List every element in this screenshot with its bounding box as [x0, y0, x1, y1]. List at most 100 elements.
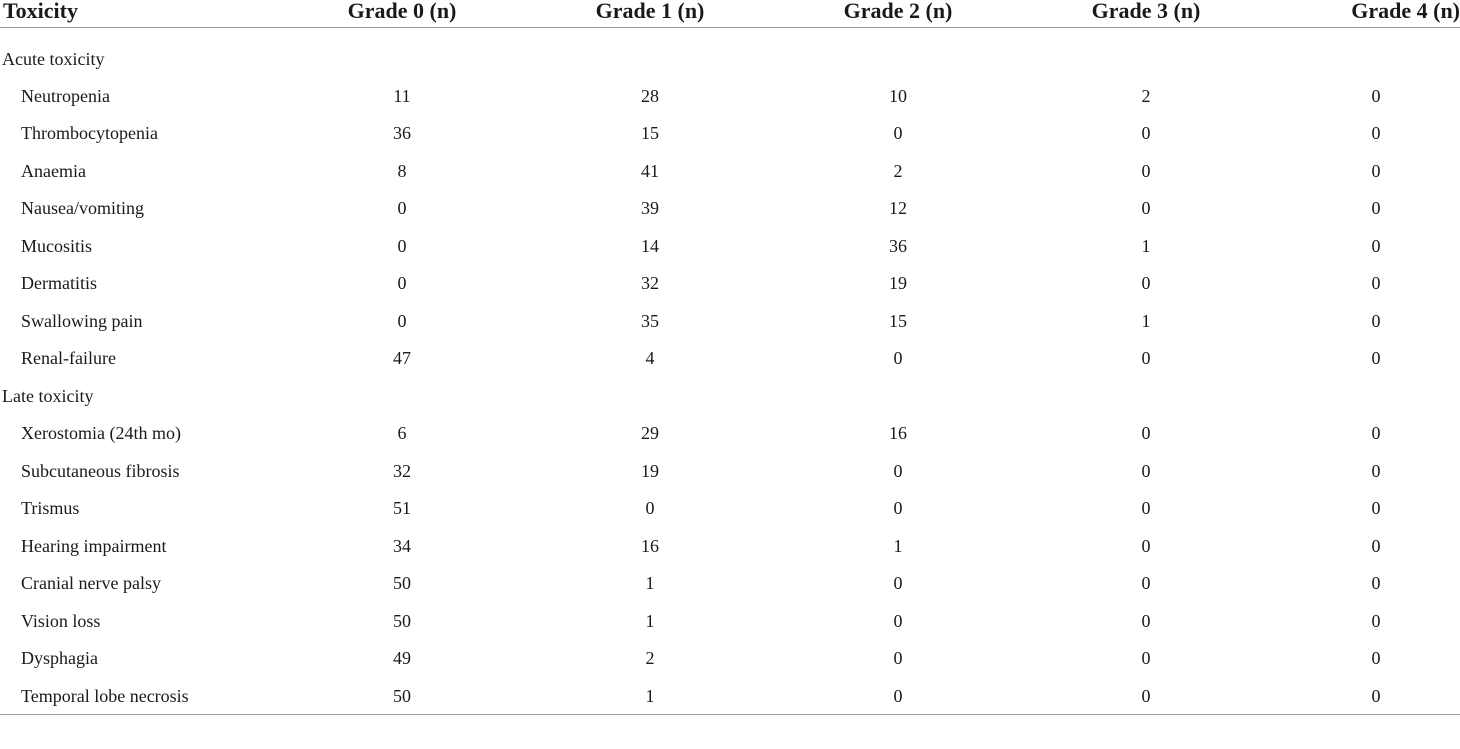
grade-3-cell: 0: [1141, 573, 1151, 594]
row-label: Vision loss: [21, 610, 101, 631]
grade-4-cell: 0: [1371, 160, 1381, 181]
grade-0-cell: 51: [393, 498, 411, 519]
section-label: Acute toxicity: [2, 48, 105, 69]
grade-3-cell: 0: [1141, 273, 1151, 294]
grade-4-cell: 0: [1371, 610, 1381, 631]
table-row: Subcutaneous fibrosis 32 19 0 0 0: [0, 452, 1460, 490]
grade-1-cell: 19: [641, 460, 659, 481]
header-row: Toxicity Grade 0 (n) Grade 1 (n) Grade 2…: [0, 0, 1460, 28]
grade-2-cell: 19: [889, 273, 907, 294]
grade-4-cell: 0: [1371, 573, 1381, 594]
grade-0-cell: 36: [393, 123, 411, 144]
grade-0-cell: 0: [397, 273, 407, 294]
row-label: Cranial nerve palsy: [21, 573, 161, 594]
row-label: Trismus: [21, 498, 80, 519]
grade-1-cell: 1: [645, 573, 655, 594]
grade-2-cell: 0: [893, 648, 903, 669]
grade-2-cell: 2: [893, 160, 903, 181]
grade-1-cell: 29: [641, 423, 659, 444]
grade-1-cell: 1: [504, 677, 796, 715]
section-row: Acute toxicity: [0, 27, 1460, 77]
header-grade-3: Grade 3 (n): [1000, 0, 1292, 28]
row-label: Renal-failure: [21, 348, 116, 369]
row-label: Mucositis: [21, 235, 93, 256]
table-row: Xerostomia (24th mo) 6 29 16 0 0: [0, 415, 1460, 453]
table-row: Thrombocytopenia 36 15 0 0 0: [0, 115, 1460, 153]
row-label: Hearing impairment: [21, 535, 167, 556]
grade-3-cell: 1: [1141, 235, 1151, 256]
grade-3-cell: 2: [1141, 85, 1151, 106]
row-label: Dermatitis: [21, 273, 97, 294]
grade-0-cell: 50: [300, 677, 504, 715]
grade-1-cell: 14: [641, 235, 659, 256]
grade-0-cell: 0: [397, 198, 407, 219]
row-label: Swallowing pain: [21, 310, 143, 331]
grade-3-cell: 0: [1141, 198, 1151, 219]
grade-2-cell: 15: [889, 310, 907, 331]
row-label: Nausea/vomiting: [21, 198, 144, 219]
row-label: Xerostomia (24th mo): [21, 423, 181, 444]
grade-1-cell: 41: [641, 160, 659, 181]
header-grade-2: Grade 2 (n): [796, 0, 1000, 28]
grade-3-cell: 0: [1141, 423, 1151, 444]
grade-3-cell: 0: [1141, 648, 1151, 669]
grade-2-cell: 0: [796, 677, 1000, 715]
table-row: Renal-failure 47 4 0 0 0: [0, 340, 1460, 378]
grade-4-cell: 0: [1371, 535, 1381, 556]
grade-3-cell: 0: [1141, 610, 1151, 631]
row-label: Temporal lobe necrosis: [0, 677, 300, 715]
grade-3-cell: 0: [1141, 535, 1151, 556]
grade-4-cell: 0: [1371, 235, 1381, 256]
grade-3-cell: 0: [1141, 460, 1151, 481]
grade-1-cell: 32: [641, 273, 659, 294]
row-label: Dysphagia: [21, 648, 98, 669]
table-row: Neutropenia 11 28 10 2 0: [0, 77, 1460, 115]
grade-4-cell: 0: [1371, 273, 1381, 294]
grade-3-cell: 0: [1141, 498, 1151, 519]
row-label: Anaemia: [21, 160, 86, 181]
grade-2-cell: 0: [893, 348, 903, 369]
grade-2-cell: 12: [889, 198, 907, 219]
grade-1-cell: 4: [645, 348, 655, 369]
grade-4-cell: 0: [1371, 310, 1381, 331]
table-row: Trismus 51 0 0 0 0: [0, 490, 1460, 528]
grade-4-cell: 0: [1371, 423, 1381, 444]
grade-2-cell: 0: [893, 498, 903, 519]
grade-2-cell: 0: [893, 610, 903, 631]
table-row: Swallowing pain 0 35 15 1 0: [0, 302, 1460, 340]
table-row: Dermatitis 0 32 19 0 0: [0, 265, 1460, 303]
grade-2-cell: 16: [889, 423, 907, 444]
grade-4-cell: 0: [1371, 460, 1381, 481]
header-grade-0: Grade 0 (n): [300, 0, 504, 28]
grade-1-cell: 28: [641, 85, 659, 106]
section-label: Late toxicity: [2, 385, 94, 406]
grade-3-cell: 0: [1141, 348, 1151, 369]
grade-1-cell: 15: [641, 123, 659, 144]
grade-3-cell: 0: [1141, 160, 1151, 181]
section-row: Late toxicity: [0, 377, 1460, 415]
header-toxicity: Toxicity: [0, 0, 300, 28]
grade-0-cell: 50: [393, 610, 411, 631]
grade-4-cell: 0: [1371, 85, 1381, 106]
grade-3-cell: 1: [1141, 310, 1151, 331]
grade-2-cell: 0: [893, 460, 903, 481]
table-row: Vision loss 50 1 0 0 0: [0, 602, 1460, 640]
table-header: Toxicity Grade 0 (n) Grade 1 (n) Grade 2…: [0, 0, 1460, 28]
toxicity-table: Toxicity Grade 0 (n) Grade 1 (n) Grade 2…: [0, 0, 1460, 715]
grade-0-cell: 6: [397, 423, 407, 444]
grade-0-cell: 50: [393, 573, 411, 594]
grade-1-cell: 39: [641, 198, 659, 219]
grade-4-cell: 0: [1292, 677, 1460, 715]
table-row: Dysphagia 49 2 0 0 0: [0, 640, 1460, 678]
grade-0-cell: 8: [397, 160, 407, 181]
grade-2-cell: 1: [893, 535, 903, 556]
grade-2-cell: 0: [893, 573, 903, 594]
grade-2-cell: 10: [889, 85, 907, 106]
table-row: Cranial nerve palsy 50 1 0 0 0: [0, 565, 1460, 603]
grade-0-cell: 49: [393, 648, 411, 669]
grade-0-cell: 32: [393, 460, 411, 481]
row-label: Neutropenia: [21, 85, 110, 106]
grade-1-cell: 0: [645, 498, 655, 519]
grade-1-cell: 35: [641, 310, 659, 331]
grade-0-cell: 11: [393, 85, 411, 106]
